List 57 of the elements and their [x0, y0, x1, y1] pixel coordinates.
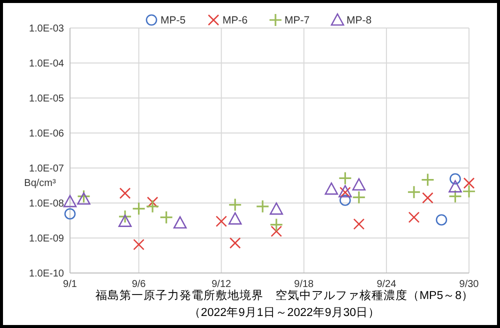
point [352, 178, 366, 190]
point [352, 190, 366, 204]
y-tick-label: 1.0E-03 [28, 24, 64, 34]
x-tick-label: 9/30 [459, 279, 480, 290]
point [408, 212, 420, 223]
legend-label: MP-8 [346, 14, 372, 27]
point [420, 173, 435, 187]
point [63, 194, 77, 208]
point [133, 238, 144, 250]
point [119, 188, 131, 199]
y-tick-label: 1.0E-10 [28, 268, 64, 280]
point [229, 237, 241, 249]
y-tick-label: 1.0E-09 [28, 234, 64, 244]
point [77, 192, 90, 205]
point [146, 200, 160, 214]
point [407, 185, 421, 199]
point [324, 182, 338, 195]
point [160, 210, 174, 224]
point [270, 202, 284, 215]
legend-label: MP-6 [222, 14, 248, 27]
point [228, 198, 242, 212]
text: 福島第一原子力発電所敷地境界 空気中アルファ核種濃度（MP5～8） [95, 288, 474, 302]
point [118, 214, 132, 227]
point [338, 171, 352, 186]
point [216, 216, 227, 227]
legend-label: MP-5 [160, 14, 186, 27]
point [436, 214, 448, 226]
y-tick-label: 1.0E-04 [28, 58, 64, 70]
point [270, 226, 282, 237]
y-axis-title: Bq/cm³ [24, 178, 57, 189]
point [340, 194, 351, 206]
point [448, 180, 462, 192]
y-tick-label: 1.0E-05 [28, 94, 64, 104]
y-tick-label: 1.0E-08 [28, 198, 64, 210]
point [64, 208, 76, 220]
point [448, 190, 462, 204]
x-tick-label: 9/12 [212, 279, 232, 290]
point [353, 218, 365, 230]
point [256, 200, 270, 214]
point [118, 210, 132, 224]
x-tick-label: 9/6 [132, 279, 146, 290]
point [173, 216, 187, 229]
point [462, 184, 476, 198]
x-tick-label: 9/1 [63, 279, 78, 290]
point [422, 192, 434, 204]
point [146, 196, 158, 208]
y-tick-label: 1.0E-06 [28, 128, 64, 140]
text: （2022年9月1日～2022年9月30日） [188, 306, 380, 319]
x-tick-label: 9/24 [376, 279, 397, 290]
point [270, 218, 284, 232]
point [228, 212, 242, 225]
x-tick-label: 9/18 [294, 279, 314, 290]
point [463, 177, 475, 189]
y-tick-label: 1.0E-07 [28, 164, 64, 174]
legend-label: MP-7 [284, 14, 310, 27]
point [132, 202, 146, 216]
point [450, 173, 461, 184]
